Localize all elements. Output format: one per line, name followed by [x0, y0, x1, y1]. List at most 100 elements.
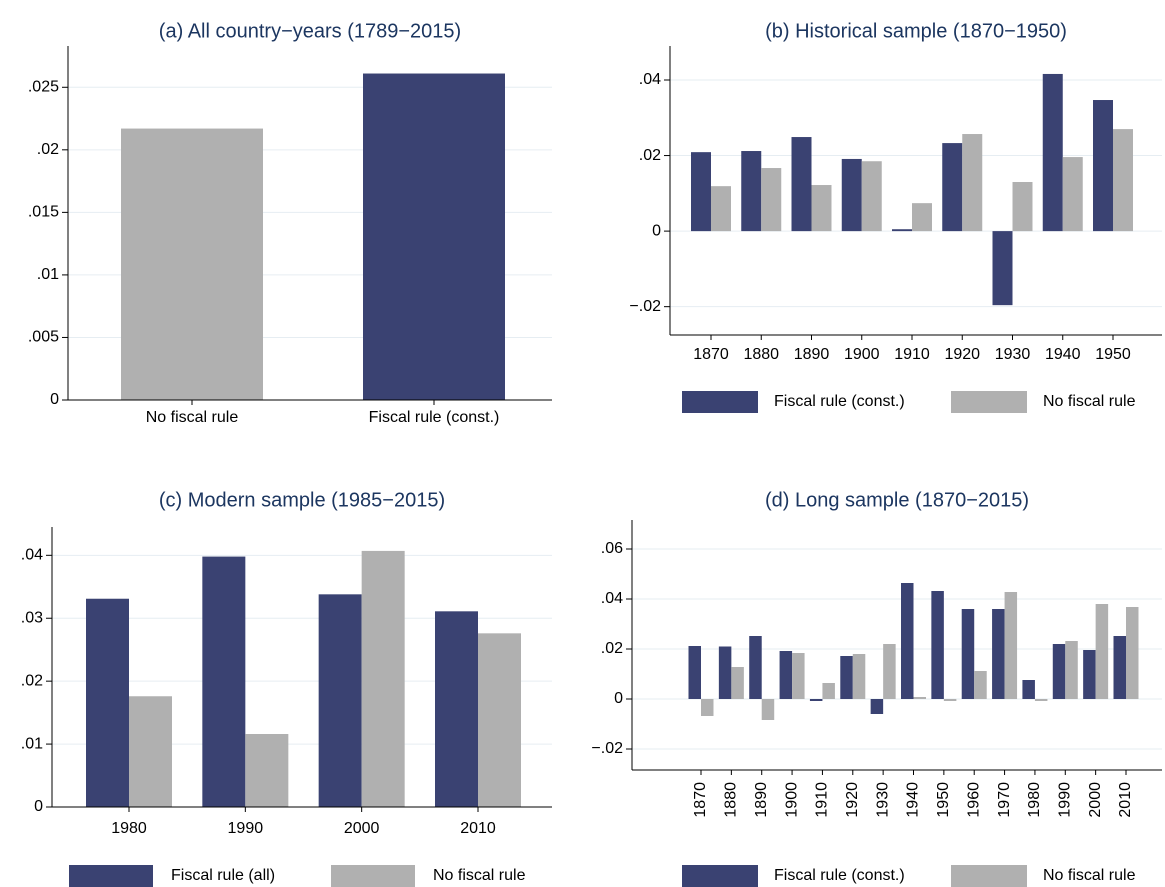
x-tick-label: 1880 [743, 346, 779, 363]
bar [912, 203, 932, 232]
bar [86, 598, 129, 807]
y-tick-label: .01 [37, 266, 59, 283]
bar [701, 699, 714, 716]
x-tick-label: 1870 [692, 782, 709, 818]
bar [129, 696, 172, 807]
y-tick-label: .04 [601, 590, 623, 607]
bar [809, 699, 823, 701]
bar [691, 152, 711, 232]
x-tick-label: 1960 [965, 782, 982, 818]
y-tick-label: .04 [639, 71, 661, 88]
bar [931, 591, 944, 699]
bar [435, 611, 478, 807]
x-tick-label: 1950 [1095, 346, 1131, 363]
bar [811, 185, 832, 232]
bar [852, 654, 866, 699]
y-tick-label: .06 [601, 540, 623, 557]
y-tick-label: .02 [37, 141, 59, 158]
x-tick-label: 1980 [111, 820, 147, 837]
x-tick-label: Fiscal rule (const.) [369, 409, 500, 426]
bar [1034, 699, 1048, 701]
legend-label: Fiscal rule (const.) [774, 867, 905, 884]
bar [791, 137, 812, 232]
bar [718, 646, 732, 699]
x-tick-label: 2010 [460, 820, 496, 837]
bar [883, 644, 896, 699]
y-tick-label: .01 [21, 735, 43, 752]
x-tick-label: 1910 [814, 782, 831, 818]
x-tick-label: 1930 [874, 782, 891, 818]
bar [822, 683, 835, 699]
x-tick-label: 1970 [996, 782, 1013, 818]
chart-title: (c) Modern sample (1985−2015) [159, 489, 445, 511]
bar [841, 158, 862, 232]
bar [245, 734, 289, 807]
y-tick-label: .02 [601, 640, 623, 657]
bar [741, 151, 762, 232]
bar [870, 699, 884, 714]
legend-swatch [682, 865, 758, 887]
y-tick-label: .03 [21, 609, 43, 626]
x-tick-label: 1930 [995, 346, 1031, 363]
bar [1083, 650, 1096, 699]
x-tick-label: 1990 [228, 820, 264, 837]
chart-title: (d) Long sample (1870−2015) [765, 489, 1029, 511]
x-tick-label: 1940 [1045, 346, 1081, 363]
bar [840, 656, 853, 699]
bar [1062, 157, 1083, 232]
chart-title: (b) Historical sample (1870−1950) [765, 20, 1067, 42]
bar [942, 143, 963, 232]
x-tick-label: 1890 [753, 782, 770, 818]
bar [749, 636, 762, 699]
bar [861, 161, 882, 232]
y-tick-label: .025 [28, 78, 59, 95]
bar [711, 186, 731, 232]
bar [943, 699, 957, 701]
bar [974, 671, 987, 699]
x-tick-label: 1900 [844, 346, 880, 363]
bar [892, 229, 912, 232]
x-tick-label: 1900 [783, 782, 800, 818]
x-tick-label: No fiscal rule [146, 409, 239, 426]
y-tick-label: .02 [21, 672, 43, 689]
bar [901, 583, 914, 699]
legend-label: Fiscal rule (const.) [774, 393, 905, 410]
bar [1113, 129, 1133, 232]
bar [1095, 604, 1109, 699]
bar [779, 651, 793, 699]
bar [761, 699, 775, 720]
legend-label: No fiscal rule [433, 867, 526, 884]
x-tick-label: 1880 [723, 782, 740, 818]
x-tick-label: 1920 [844, 782, 861, 818]
bar [992, 231, 1013, 306]
bar [992, 609, 1005, 699]
legend-swatch [69, 865, 153, 887]
legend-swatch [331, 865, 415, 887]
bar [361, 550, 405, 807]
bar [202, 556, 246, 807]
x-tick-label: 1990 [1057, 782, 1074, 818]
bar [1126, 607, 1139, 699]
y-tick-label: −.02 [591, 740, 623, 757]
x-tick-label: 1890 [794, 346, 830, 363]
legend-swatch [951, 865, 1027, 887]
y-tick-label: .005 [28, 329, 59, 346]
chart-title: (a) All country−years (1789−2015) [159, 20, 461, 42]
bar [1012, 182, 1033, 232]
bar [1093, 100, 1113, 232]
legend-label: No fiscal rule [1043, 393, 1136, 410]
y-tick-label: 0 [50, 391, 59, 408]
legend-swatch [682, 391, 758, 413]
x-tick-label: 1920 [944, 346, 980, 363]
bar [1004, 592, 1018, 699]
bar [731, 667, 744, 699]
bar [121, 128, 263, 401]
y-tick-label: −.02 [629, 298, 661, 315]
bar [478, 633, 521, 807]
legend-label: Fiscal rule (all) [171, 867, 275, 884]
x-tick-label: 2000 [1087, 782, 1104, 818]
bar [363, 73, 505, 400]
bar [1052, 644, 1066, 699]
